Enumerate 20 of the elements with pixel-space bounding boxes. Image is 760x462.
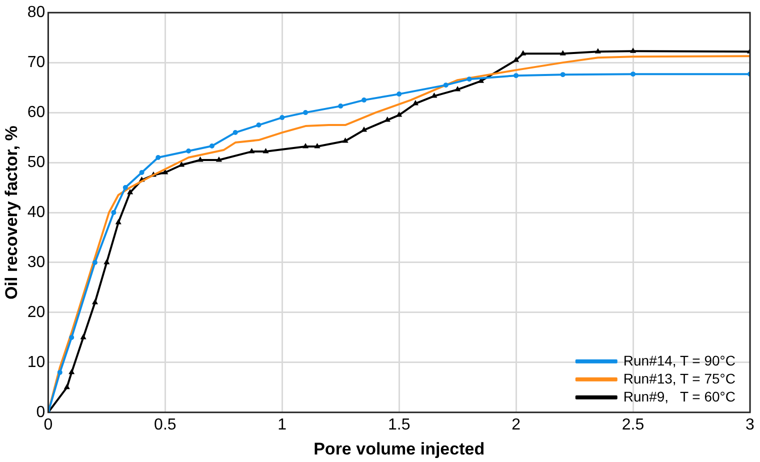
- legend-label: Run#14, T = 90°C: [623, 352, 736, 368]
- legend-label: Run#9, T = 60°C: [623, 388, 736, 404]
- y-tick-label: 50: [27, 154, 46, 171]
- y-tick-label: 0: [36, 404, 46, 421]
- y-tick-label: 80: [27, 4, 46, 22]
- x-tick-label: 0.5: [154, 416, 176, 434]
- y-axis-title: Oil recovery factor, %: [2, 126, 21, 300]
- x-tick-label: 3: [746, 416, 755, 434]
- legend-label: Run#13, T = 75°C: [623, 370, 736, 386]
- x-axis-title: Pore volume injected: [314, 439, 485, 458]
- x-tick-label: 2: [512, 416, 521, 434]
- y-tick-label: 20: [27, 304, 46, 321]
- y-tick-label: 30: [27, 254, 46, 271]
- y-tick-label: 40: [27, 204, 46, 221]
- y-tick-label: 60: [27, 104, 46, 121]
- x-tick-label: 1.5: [388, 416, 410, 434]
- x-tick-label: 2.5: [622, 416, 644, 434]
- y-tick-label: 10: [27, 354, 46, 371]
- x-tick-label: 1: [278, 416, 287, 434]
- y-tick-label: 70: [27, 54, 46, 71]
